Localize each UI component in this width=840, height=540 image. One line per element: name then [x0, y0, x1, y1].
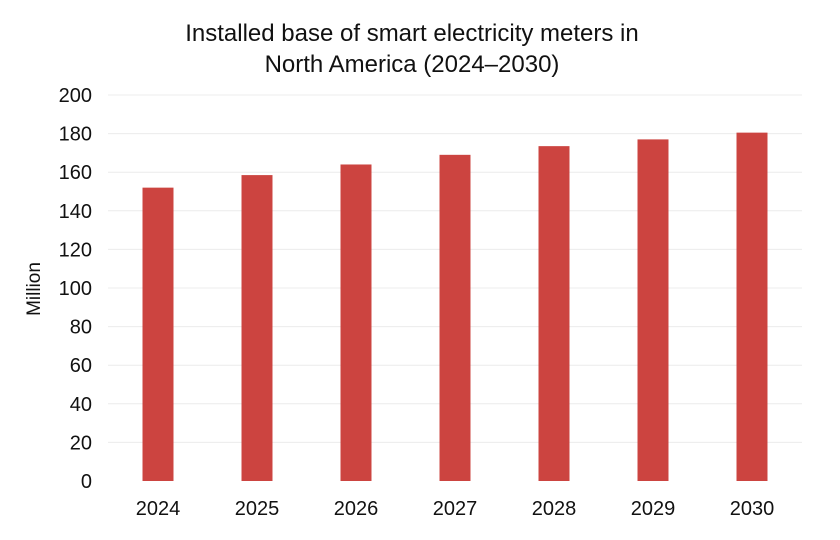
y-tick-label: 160: [59, 162, 92, 184]
bar-2030: [736, 132, 768, 481]
bar-2029: [637, 139, 669, 481]
bar-2027: [439, 154, 471, 481]
bar-2024: [142, 187, 174, 481]
y-tick-label: 20: [70, 432, 92, 454]
x-tick-label-2026: 2026: [334, 498, 379, 520]
y-tick-label: 140: [59, 201, 92, 223]
x-tick-label-2028: 2028: [532, 498, 577, 520]
x-tick-label-2024: 2024: [136, 498, 181, 520]
bar-2026: [340, 164, 372, 482]
x-tick-label-2029: 2029: [631, 498, 676, 520]
y-axis-ticks: 0 20 40 60 80 100 120 140 160 180 200: [59, 85, 92, 493]
bar-2025: [241, 175, 273, 481]
x-tick-label-2030: 2030: [730, 498, 775, 520]
x-tick-label-2027: 2027: [433, 498, 478, 520]
y-tick-label: 60: [70, 355, 92, 377]
y-tick-label: 180: [59, 124, 92, 146]
y-tick-label: 0: [81, 471, 92, 493]
chart-title-line-1: Installed base of smart electricity mete…: [185, 20, 639, 47]
y-tick-label: 40: [70, 394, 92, 416]
x-axis-ticks: 2024 2025 2026 2027 2028 2029 2030: [136, 498, 775, 520]
y-axis-label: Million: [24, 262, 45, 316]
chart-title-line-2: North America (2024–2030): [265, 51, 560, 78]
y-tick-label: 120: [59, 239, 92, 261]
bars: [142, 132, 768, 482]
bar-2028: [538, 146, 570, 481]
y-tick-label: 200: [59, 85, 92, 107]
x-tick-label-2025: 2025: [235, 498, 280, 520]
y-tick-label: 100: [59, 278, 92, 300]
y-tick-label: 80: [70, 317, 92, 339]
